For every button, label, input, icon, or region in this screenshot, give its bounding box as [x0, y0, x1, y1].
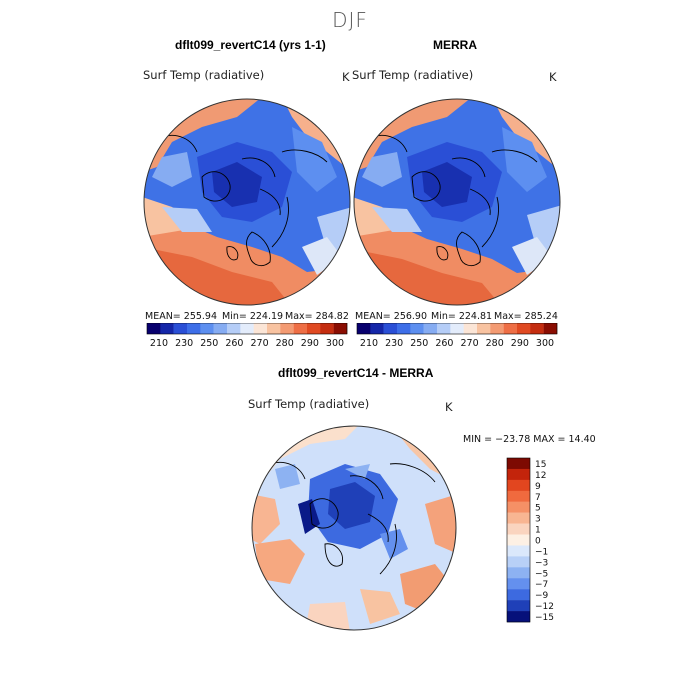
panel-2-colorbar-swatch [437, 323, 451, 334]
panel-3-units: K [445, 400, 453, 414]
panel-3-colorbar-swatch [507, 556, 530, 568]
panel-3-colorbar-tick-label: 5 [535, 504, 541, 514]
panel-3-colorbar-tick-label: 0 [535, 537, 541, 547]
panel-1-colorbar-swatch [253, 323, 268, 334]
panel-1-colorbar-swatch [213, 323, 228, 334]
panel-1-colorbar-swatch [267, 323, 281, 334]
panel-3-colorbar-swatch [507, 589, 530, 601]
panel-2-colorbar-swatch [383, 323, 398, 334]
panel-2-colorbar-swatch [530, 323, 544, 334]
panel-3-title: dflt099_revertC14 - MERRA [278, 366, 434, 380]
panel-2-colorbar-tick-label: 290 [511, 338, 529, 349]
panel-2-colorbar-tick-label: 280 [486, 338, 504, 349]
panel-3-colorbar-tick-label: 3 [535, 515, 541, 525]
panel-3-colorbar-swatch [507, 523, 530, 535]
panel-3-colorbar-swatch [507, 501, 530, 513]
panel-3-colorbar-tick-label: 1 [535, 526, 541, 536]
panel-1-colorbar-tick-label: 250 [200, 338, 218, 349]
panel-2-colorbar-swatch [477, 323, 491, 334]
panel-1-colorbar-tick-label: 210 [150, 338, 168, 349]
panel-1-mean: MEAN= 255.94 [145, 311, 218, 322]
panel-1-colorbar-swatch [147, 323, 161, 334]
panel-2-colorbar-swatch [463, 323, 478, 334]
panel-1-colorbar-tick-label: 230 [175, 338, 193, 349]
panel-1-colorbar-swatch [307, 323, 321, 334]
panel-2-mean: MEAN= 256.90 [355, 311, 428, 322]
panel-2-colorbar-swatch [450, 323, 464, 334]
panel-2-polar-map [353, 98, 561, 306]
panel-1-colorbar: 210 230 250 260 270 280 290 300 [146, 323, 348, 349]
panel-3-colorbar-swatch [507, 458, 530, 470]
panel-3-colorbar-tick-label: 9 [535, 482, 541, 492]
panel-1-colorbar-swatch [280, 323, 294, 334]
panel-3-colorbar-tick-label: −5 [535, 569, 548, 579]
panel-3-colorbar-tick-label: −15 [535, 613, 554, 623]
panel-1-min: Min= 224.19 [222, 311, 284, 322]
panel-1-colorbar-tick-label: 270 [251, 338, 269, 349]
panel-1-max: Max= 284.82 [285, 311, 349, 322]
panel-1-colorbar-swatch [320, 323, 334, 334]
panel-2-colorbar-swatch [410, 323, 424, 334]
panel-3-colorbar-tick-label: −3 [535, 558, 548, 568]
panel-1-units: K [342, 70, 350, 84]
panel-2-colorbar-swatch [490, 323, 504, 334]
panel-3-colorbar-swatch [507, 545, 530, 557]
panel-3-colorbar-swatch [507, 512, 530, 524]
panel-2-colorbar-swatch [423, 323, 438, 334]
panel-3-variable: Surf Temp (radiative) [248, 397, 370, 411]
panel-1-colorbar-swatch [160, 323, 174, 334]
panel-1-colorbar-swatch [200, 323, 214, 334]
panel-1-colorbar-swatch [187, 323, 201, 334]
panel-2-colorbar-swatch [397, 323, 411, 334]
panel-2-max: Max= 285.24 [494, 311, 558, 322]
panel-2-variable: Surf Temp (radiative) [352, 68, 474, 82]
panel-3-colorbar-tick-label: −7 [535, 580, 548, 590]
panel-2-min: Min= 224.81 [431, 311, 493, 322]
panel-1-colorbar-tick-label: 280 [276, 338, 294, 349]
panel-2-title: MERRA [433, 38, 477, 52]
panel-3-colorbar-swatch [507, 600, 530, 612]
panel-2-colorbar-tick-label: 300 [536, 338, 554, 349]
panel-3-colorbar-tick-label: 12 [535, 471, 546, 481]
panel-2-colorbar-swatch [503, 323, 518, 334]
panel-3-colorbar-tick-label: −1 [535, 547, 548, 557]
panel-1-colorbar-tick-label: 290 [301, 338, 319, 349]
panel-1-variable: Surf Temp (radiative) [143, 68, 265, 82]
panel-3-colorbar-swatch [507, 611, 530, 623]
panel-1-colorbar-tick-label: 260 [225, 338, 243, 349]
panel-1-colorbar-swatch [240, 323, 254, 334]
panel-2-colorbar: 210 230 250 260 270 280 290 300 [356, 323, 558, 349]
panel-3-colorbar-swatch [507, 567, 530, 579]
panel-2-colorbar-tick-label: 250 [410, 338, 428, 349]
panel-2-colorbar-swatch [517, 323, 531, 334]
panel-2-colorbar-swatch [357, 323, 371, 334]
panel-2-colorbar-tick-label: 260 [435, 338, 453, 349]
panel-1-colorbar-swatch [333, 323, 348, 334]
panel-3-difference-map [251, 425, 457, 631]
panel-3-minmax: MIN = −23.78 MAX = 14.40 [463, 434, 596, 445]
panel-3-colorbar-swatch [507, 534, 530, 546]
panel-1-colorbar-swatch [227, 323, 241, 334]
panel-3-colorbar-swatch [507, 479, 530, 491]
panel-2-colorbar-tick-label: 270 [461, 338, 479, 349]
figure-super-title: DJF [332, 8, 368, 32]
panel-3-colorbar-swatch [507, 578, 530, 590]
panel-3-colorbar-tick-label: 15 [535, 460, 546, 470]
panel-2-colorbar-tick-label: 230 [385, 338, 403, 349]
panel-1-colorbar-swatch [173, 323, 188, 334]
panel-2-units: K [549, 70, 557, 84]
panel-1-title: dflt099_revertC14 (yrs 1-1) [175, 38, 326, 52]
panel-2-colorbar-swatch [543, 323, 558, 334]
panel-3-colorbar-tick-label: 7 [535, 493, 541, 503]
panel-3-colorbar-swatch [507, 468, 530, 481]
panel-2-colorbar-tick-label: 210 [360, 338, 378, 349]
panel-3-colorbar-tick-label: −12 [535, 602, 554, 612]
panel-3-colorbar-swatch [507, 490, 530, 502]
panel-1-polar-map [143, 98, 351, 306]
panel-1-colorbar-swatch [293, 323, 308, 334]
panel-1-colorbar-tick-label: 300 [326, 338, 344, 349]
panel-2-colorbar-swatch [370, 323, 384, 334]
panel-3-colorbar-tick-label: −9 [535, 591, 549, 601]
